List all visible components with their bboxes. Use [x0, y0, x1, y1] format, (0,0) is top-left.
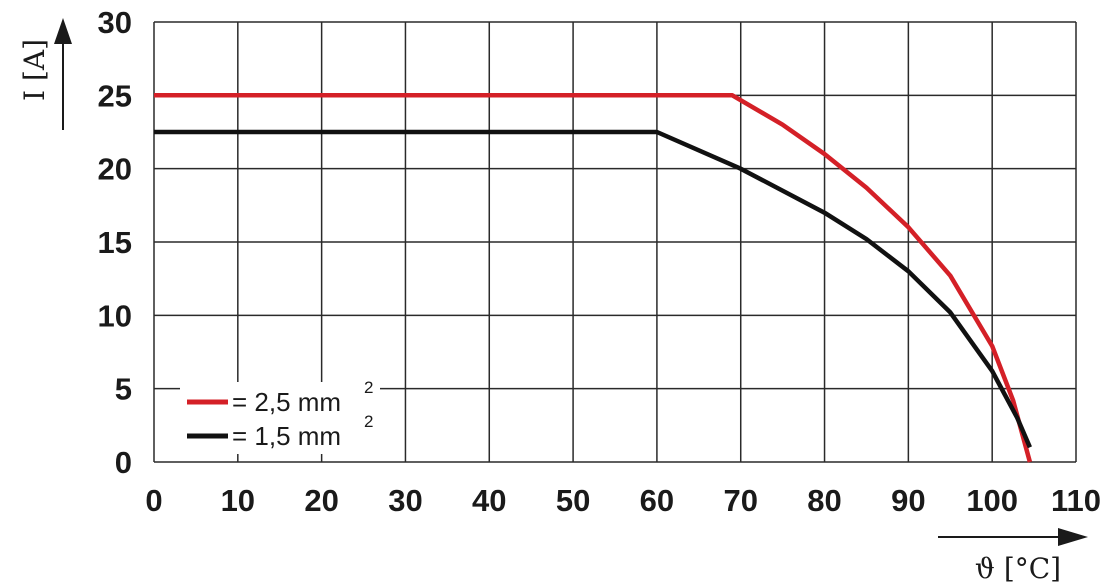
legend-background — [180, 382, 380, 454]
legend-sup-1-5mm: 2 — [364, 412, 373, 431]
y-tick-label: 5 — [115, 372, 132, 407]
x-tick-label: 50 — [556, 483, 590, 518]
y-tick-labels: 0 5 10 15 20 25 30 — [98, 5, 132, 480]
y-tick-label: 30 — [98, 5, 132, 40]
y-axis-arrow-head — [54, 18, 72, 44]
x-tick-label: 40 — [472, 483, 506, 518]
x-tick-label: 30 — [388, 483, 422, 518]
x-tick-label: 80 — [807, 483, 841, 518]
x-axis-label: ϑ [°C] — [975, 552, 1061, 585]
x-tick-label: 70 — [723, 483, 757, 518]
y-tick-label: 15 — [98, 225, 132, 260]
y-tick-label: 25 — [98, 78, 132, 113]
y-tick-label: 10 — [98, 298, 132, 333]
y-axis-label: I [A] — [18, 39, 51, 101]
x-tick-label: 20 — [304, 483, 338, 518]
y-tick-label: 0 — [115, 445, 132, 480]
legend-label-2-5mm: = 2,5 mm — [232, 387, 341, 417]
x-tick-label: 0 — [145, 483, 162, 518]
series-line-0 — [154, 93, 1033, 463]
x-tick-label: 110 — [1051, 483, 1101, 518]
y-tick-label: 20 — [98, 152, 132, 187]
x-tick-labels: 0 10 20 30 40 50 60 70 80 90 100 110 — [145, 483, 1101, 518]
x-tick-label: 100 — [966, 483, 1018, 518]
legend: = 2,5 mm 2 = 1,5 mm 2 — [180, 378, 380, 454]
series-layer — [154, 93, 1033, 463]
x-tick-label: 90 — [891, 483, 925, 518]
x-tick-label: 10 — [221, 483, 255, 518]
legend-label-1-5mm: = 1,5 mm — [232, 421, 341, 451]
x-tick-label: 60 — [640, 483, 674, 518]
legend-sup-2-5mm: 2 — [364, 378, 373, 397]
x-axis-arrow-head — [1058, 528, 1088, 546]
series-line-1 — [154, 129, 1032, 449]
